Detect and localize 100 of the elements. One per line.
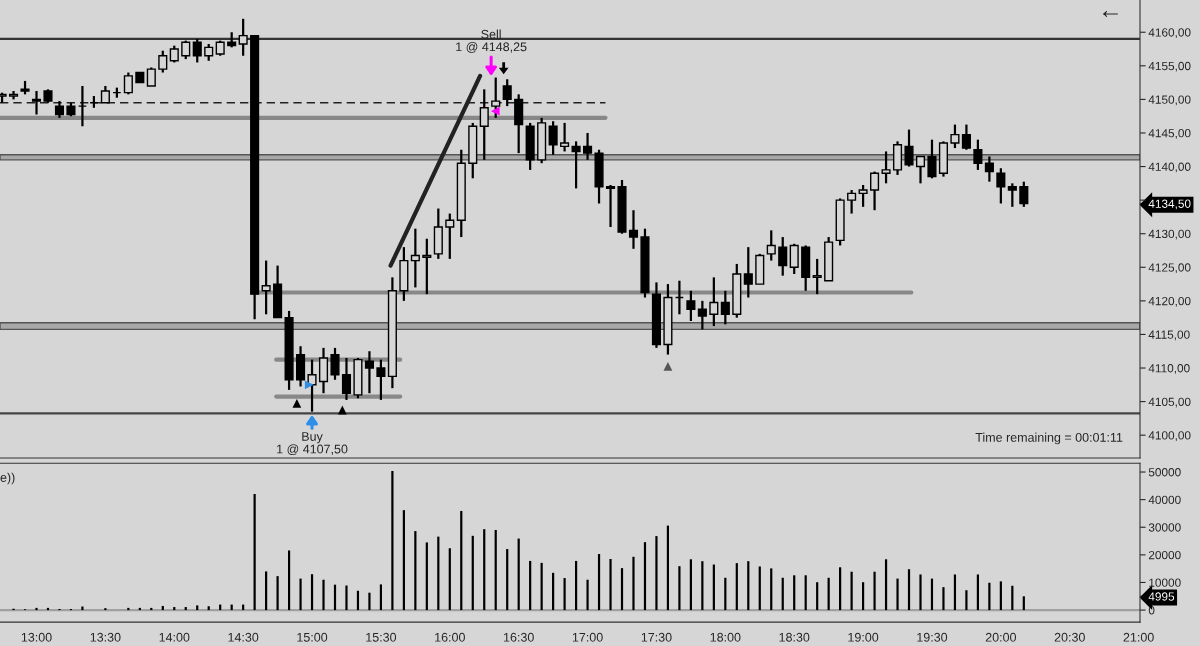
bar <box>747 561 750 611</box>
bar <box>666 525 670 611</box>
candlestick <box>709 276 719 328</box>
x-tick-label: 16:30 <box>504 632 534 642</box>
bar <box>265 571 268 611</box>
bar <box>310 574 314 611</box>
x-tick-label: 14:00 <box>159 632 190 642</box>
x-tick-label: 16:00 <box>435 632 465 642</box>
candlestick <box>720 289 730 326</box>
candlestick <box>766 229 776 262</box>
candlestick <box>743 246 753 299</box>
candlestick <box>479 88 489 161</box>
y-tick-label: 4130,00 <box>1148 229 1191 240</box>
x-tick-label: 18:00 <box>710 632 741 642</box>
x-tick-label: 20:30 <box>1054 632 1085 642</box>
x-tick-label: 13:30 <box>90 632 121 642</box>
bar <box>942 587 945 611</box>
bar <box>460 510 463 611</box>
candlestick <box>410 227 420 289</box>
bar <box>425 542 428 611</box>
bar <box>368 592 371 611</box>
y-tick-label: 4150,00 <box>1148 95 1191 106</box>
bar <box>597 554 601 611</box>
bar <box>620 568 624 611</box>
candlestick <box>422 237 432 296</box>
bar <box>758 566 761 611</box>
candlestick <box>146 66 156 88</box>
x-tick-label: 15:30 <box>366 632 397 642</box>
bar <box>287 550 291 611</box>
candlestick <box>376 358 386 402</box>
point <box>337 405 347 415</box>
y-tick-label: 40000 <box>1148 495 1181 505</box>
bar <box>1022 596 1025 611</box>
candlestick <box>789 242 799 276</box>
x-tick-label: 14:30 <box>228 632 259 642</box>
bar <box>196 605 199 611</box>
x-tick-label: 18:30 <box>779 632 810 642</box>
candlestick <box>445 212 455 260</box>
bar <box>655 536 658 611</box>
y-tick-label: 4115,00 <box>1148 330 1190 341</box>
candlestick <box>628 209 639 250</box>
bar <box>609 559 612 611</box>
bar <box>552 572 555 611</box>
bar <box>494 530 497 611</box>
candlestick <box>502 78 512 108</box>
bar <box>299 578 302 611</box>
candlestick <box>847 188 857 215</box>
candlestick <box>984 155 994 183</box>
bar <box>816 582 819 611</box>
y-tick-label: 4155,00 <box>1148 61 1191 72</box>
bar <box>35 607 38 611</box>
bar <box>529 560 532 611</box>
y-tick-label: 4145,00 <box>1148 129 1191 139</box>
candlestick <box>31 89 42 116</box>
candlestick <box>491 76 501 119</box>
bar <box>839 567 842 611</box>
bar <box>437 536 440 611</box>
x-tick-label: 19:30 <box>917 632 948 642</box>
candlestick <box>318 346 329 395</box>
y-tick-label: 4125,00 <box>1148 263 1191 274</box>
bar <box>965 590 968 611</box>
x-tick-label: 21:00 <box>1123 632 1154 642</box>
bar <box>632 556 635 611</box>
candlestick <box>927 138 937 180</box>
bar <box>643 542 647 611</box>
bar <box>930 578 934 611</box>
bar <box>735 563 738 611</box>
candlestick <box>123 71 133 96</box>
bar <box>345 585 348 611</box>
bar <box>517 538 520 611</box>
bar <box>689 559 692 611</box>
y-tick-label: 4140,00 <box>1148 162 1191 173</box>
bar <box>907 569 911 611</box>
candlestick <box>330 346 340 381</box>
bar <box>253 494 256 611</box>
candlestick <box>996 167 1006 205</box>
bar <box>379 584 383 611</box>
bar <box>414 531 417 611</box>
candlestick <box>697 299 707 331</box>
y-tick-label: 4995 <box>1148 592 1175 601</box>
x-tick-label: 20:00 <box>985 632 1017 642</box>
candlestick <box>950 123 960 150</box>
point <box>304 380 314 390</box>
bar <box>506 549 509 611</box>
candlestick <box>881 150 891 185</box>
bar <box>712 564 715 611</box>
bar <box>322 579 325 611</box>
candlestick <box>238 17 248 57</box>
x-tick-label: 19:00 <box>848 632 879 642</box>
candlestick <box>261 259 271 316</box>
bar <box>781 577 784 611</box>
bar <box>873 571 876 611</box>
bar <box>402 510 405 611</box>
bar <box>678 566 681 611</box>
y-tick-label: 50000 <box>1148 468 1181 477</box>
candlestick <box>341 356 352 402</box>
candlestick <box>192 37 202 64</box>
bar <box>724 577 727 611</box>
candlestick <box>364 350 374 395</box>
bar <box>701 561 704 611</box>
